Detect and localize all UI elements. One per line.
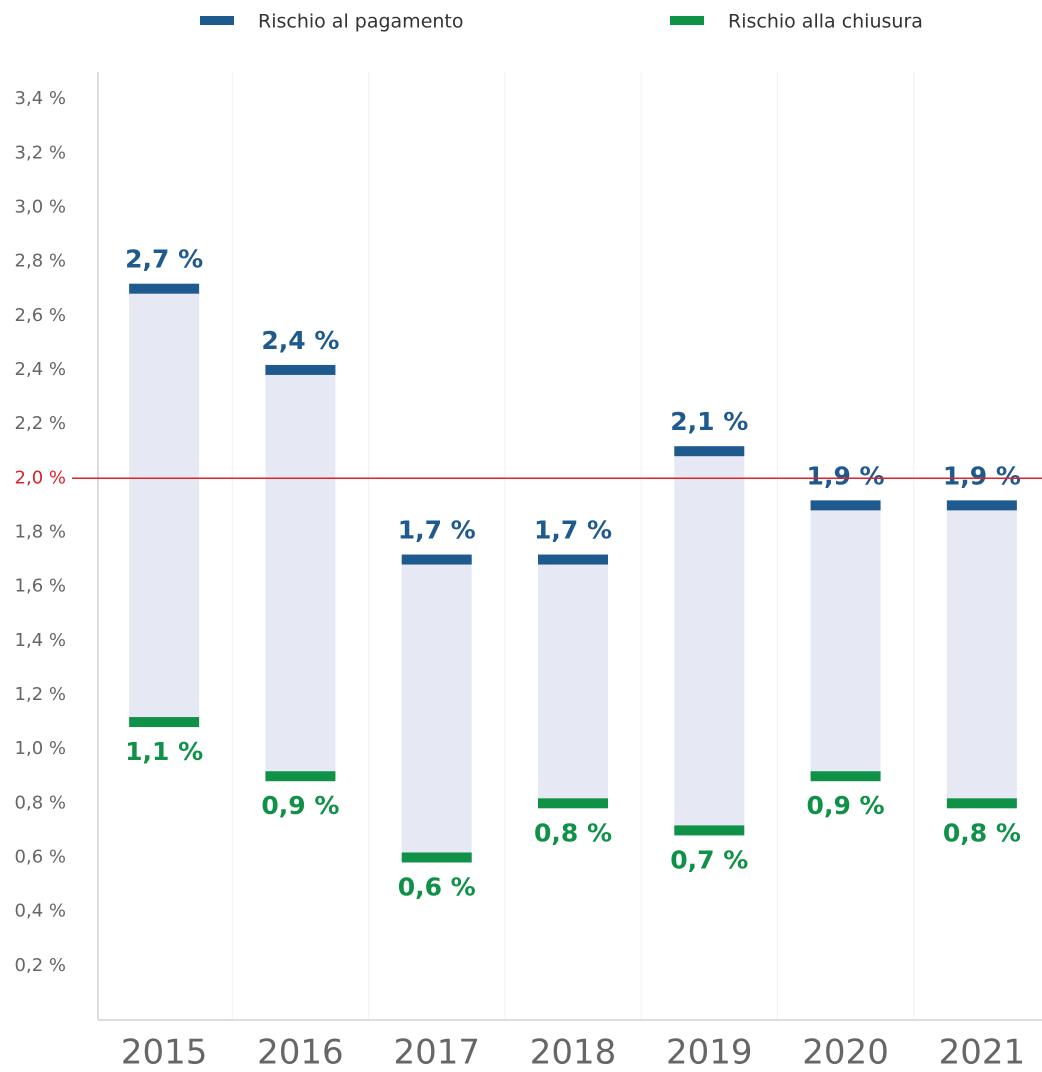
closure-marker xyxy=(810,771,881,782)
closure-marker xyxy=(401,852,472,863)
payment-marker xyxy=(401,554,472,565)
payment-marker xyxy=(674,446,745,457)
legend-swatch xyxy=(200,16,234,25)
y-tick-label: 1,4 % xyxy=(15,630,66,651)
range-band xyxy=(538,559,608,804)
y-tick-label: 3,0 % xyxy=(15,196,66,217)
closure-marker xyxy=(538,798,608,809)
data-label: 2,4 % xyxy=(261,326,339,355)
data-label: 2,7 % xyxy=(125,245,203,274)
legend-swatch xyxy=(670,16,704,25)
y-tick-label: 2,2 % xyxy=(15,413,66,434)
range-band xyxy=(946,505,1017,804)
y-tick-label: 0,2 % xyxy=(15,955,66,976)
x-tick-label: 2019 xyxy=(666,1033,753,1072)
closure-marker xyxy=(674,825,745,836)
x-tick-label: 2016 xyxy=(257,1033,344,1072)
range-band xyxy=(265,369,336,777)
range-band xyxy=(810,505,881,777)
x-tick-label: 2015 xyxy=(121,1033,208,1072)
payment-marker xyxy=(810,500,881,511)
x-tick-label: 2018 xyxy=(530,1033,617,1072)
range-band xyxy=(401,559,472,858)
legend-label: Rischio al pagamento xyxy=(258,11,464,33)
y-tick-label: 1,6 % xyxy=(15,576,66,597)
range-band xyxy=(129,288,200,723)
y-tick-label: 2,4 % xyxy=(15,359,66,380)
x-tick-label: 2020 xyxy=(802,1033,889,1072)
payment-marker xyxy=(946,500,1017,511)
data-label: 2,1 % xyxy=(670,407,748,436)
y-tick-label: 3,2 % xyxy=(15,142,66,163)
data-label: 0,6 % xyxy=(398,872,476,901)
payment-marker xyxy=(129,283,200,294)
data-label: 0,7 % xyxy=(670,845,748,874)
payment-marker xyxy=(538,554,608,565)
legend-label: Rischio alla chiusura xyxy=(728,11,923,33)
y-tick-label: 1,2 % xyxy=(15,684,66,705)
data-label: 0,9 % xyxy=(807,791,885,820)
y-tick-label: 0,4 % xyxy=(15,901,66,922)
y-tick-label: 2,8 % xyxy=(15,251,66,272)
data-label: 0,8 % xyxy=(534,818,612,847)
range-band xyxy=(674,451,745,831)
data-label: 1,9 % xyxy=(943,461,1021,490)
x-tick-label: 2021 xyxy=(939,1033,1026,1072)
y-tick-label: 2,0 % xyxy=(15,467,66,488)
closure-marker xyxy=(129,717,200,728)
data-label: 1,7 % xyxy=(534,516,612,545)
y-tick-label: 2,6 % xyxy=(15,305,66,326)
closure-marker xyxy=(946,798,1017,809)
y-tick-label: 1,8 % xyxy=(15,521,66,542)
y-tick-label: 1,0 % xyxy=(15,738,66,759)
data-label: 1,7 % xyxy=(398,516,476,545)
data-label: 0,9 % xyxy=(261,791,339,820)
y-tick-label: 3,4 % xyxy=(15,88,66,109)
data-label: 0,8 % xyxy=(943,818,1021,847)
x-tick-label: 2017 xyxy=(393,1033,480,1072)
payment-marker xyxy=(265,364,336,375)
closure-marker xyxy=(265,771,336,782)
y-tick-label: 0,6 % xyxy=(15,846,66,867)
y-tick-label: 0,8 % xyxy=(15,792,66,813)
data-label: 1,1 % xyxy=(125,737,203,766)
data-label: 1,9 % xyxy=(807,461,885,490)
